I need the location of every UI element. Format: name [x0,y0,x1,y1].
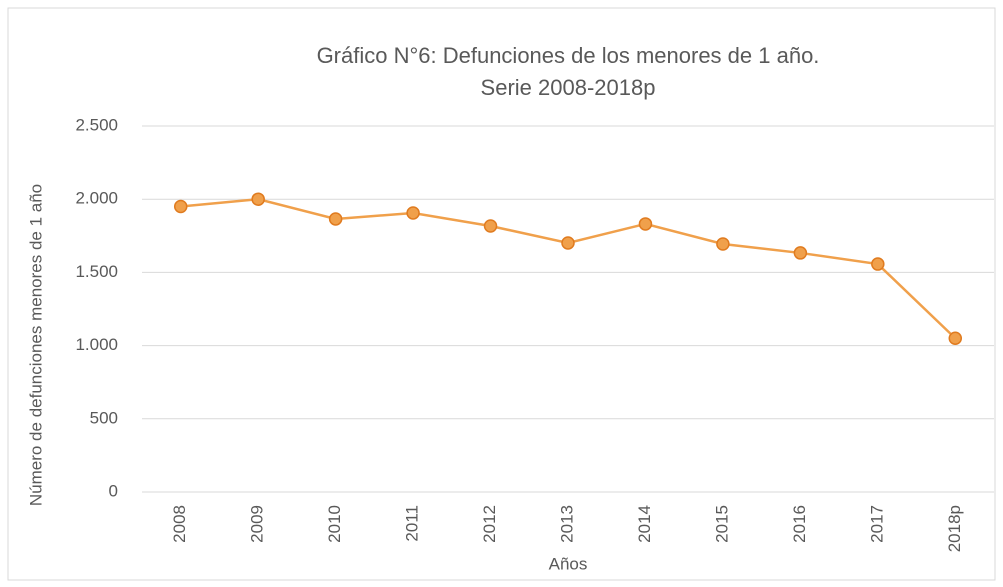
x-tick-label: 2016 [790,505,809,543]
point [793,246,808,260]
point [561,236,575,250]
point [871,257,885,271]
chart-title: Gráfico N°6: Defunciones de los menores … [317,43,820,68]
point [948,331,963,346]
y-axis-title: Número de defunciones menores de 1 año [26,184,45,506]
chart-subtitle: Serie 2008-2018p [481,75,656,100]
x-tick-label: 2011 [403,505,422,542]
x-tick-label: 2010 [325,505,344,543]
y-tick-label: 1.000 [75,335,118,354]
x-tick-label: 2012 [480,505,499,543]
x-tick-label: 2014 [635,505,654,543]
chart-border [7,7,996,581]
x-tick-label: 2008 [170,505,189,543]
point [638,217,653,231]
point [328,212,343,226]
y-tick-label: 2.500 [75,115,118,134]
x-tick-label: 2015 [712,505,731,543]
x-tick-label: 2009 [248,505,267,543]
y-tick-label: 0 [109,481,118,500]
x-axis-title: Años [549,554,588,573]
y-tick-label: 1.500 [75,262,118,281]
point [173,199,188,214]
y-tick-label: 2.000 [75,189,118,208]
point [251,192,265,206]
x-tick-label: 2013 [557,505,576,543]
x-tick-label: 2018p [945,505,964,552]
x-tick-label: 2017 [867,505,886,543]
point [483,219,498,233]
point [406,206,420,220]
point [716,237,730,251]
y-tick-label: 500 [90,408,118,427]
